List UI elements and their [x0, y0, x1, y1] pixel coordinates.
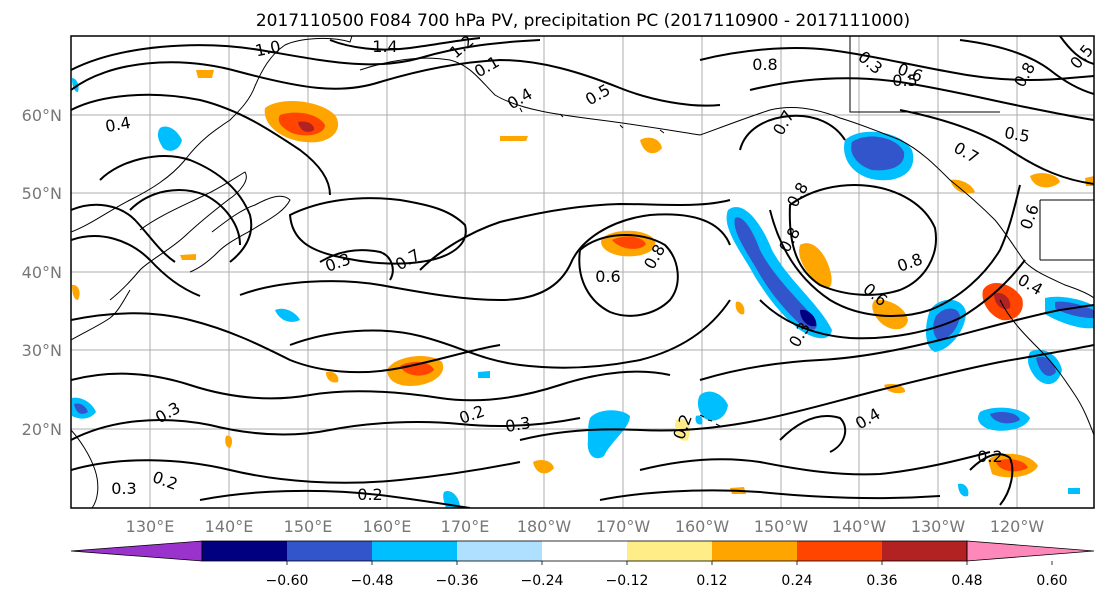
colorbar-tick-label: −0.12: [606, 573, 649, 589]
precip-negative-area: [587, 410, 630, 459]
contour-label: 1.4: [372, 37, 397, 56]
contour-label: 0.2: [977, 447, 1002, 466]
colorbar-tick-label: −0.24: [521, 573, 564, 589]
contour-label: 0.5: [892, 71, 917, 90]
japan-coastline: [189, 195, 291, 273]
map-panel: 1.0 1.4 1.20.10.4 0.50.80.70.3 0.6 0.80.50.50…: [22, 31, 1097, 536]
longitude-label: 140°E: [205, 517, 254, 536]
longitude-label: 130°E: [126, 517, 175, 536]
asia-coastline: [71, 36, 353, 233]
colorbar-segment: [882, 541, 967, 561]
contour-label: 0.3: [504, 413, 532, 436]
pv-contours: [71, 36, 1094, 508]
colorbar-tick-label: −0.36: [436, 573, 479, 589]
aleutian-islands: [359, 57, 701, 136]
colorbar-tick-label: 0.24: [781, 573, 812, 589]
colorbar-tick-label: −0.48: [351, 573, 394, 589]
contour-label: 0.2: [357, 485, 382, 504]
longitude-label: 150°E: [284, 517, 333, 536]
colorbar-segment: [712, 541, 797, 561]
colorbar-tick-label: −0.60: [266, 573, 309, 589]
colorbar-segment: [372, 541, 457, 561]
longitude-labels: 130°E 140°E 150°E 160°E 170°E 180°W 170°W 160°W…: [126, 517, 1045, 536]
alaska-coastline: [699, 107, 1094, 299]
longitude-label: 130°W: [911, 517, 966, 536]
colorbar-segment: [457, 541, 542, 561]
precip-positive-area: [799, 243, 832, 289]
colorbar-tick-label: 0.36: [866, 573, 897, 589]
map-frame: [70, 35, 1095, 509]
latitude-label: 20°N: [22, 420, 62, 439]
coastlines: [71, 36, 1094, 508]
longitude-label: 140°W: [832, 517, 887, 536]
latitude-label: 60°N: [22, 106, 62, 125]
longitude-label: 170°E: [441, 517, 490, 536]
colorbar-extend-high: [966, 540, 1095, 562]
precip-shading: [72, 70, 1094, 508]
latitude-label: 50°N: [22, 184, 62, 203]
longitude-label: 180°W: [517, 517, 572, 536]
colorbar-segment: [287, 541, 372, 561]
figure-title: 2017110500 F084 700 hPa PV, precipitatio…: [256, 11, 910, 31]
contour-label: 1.0: [253, 37, 282, 61]
longitude-label: 160°W: [675, 517, 730, 536]
colorbar-segment: [542, 541, 627, 561]
contour-label: 0.5: [1003, 123, 1031, 146]
colorbar-segment: [627, 541, 712, 561]
colorbar-tick-label: 0.12: [696, 573, 727, 589]
contour-label: 0.8: [752, 55, 777, 74]
colorbar-segment: [797, 541, 882, 561]
precip-positive-area: [872, 299, 908, 330]
colorbar-tick-label: 0.60: [1036, 573, 1067, 589]
contour-label: 0.3: [111, 479, 136, 498]
longitude-label: 150°W: [754, 517, 809, 536]
contour-label: 0.6: [595, 267, 620, 286]
colorbar-segment: [202, 541, 287, 561]
latitude-label: 40°N: [22, 263, 62, 282]
contour-label: 0.4: [104, 113, 132, 136]
colorbar-tick-label: 0.48: [951, 573, 982, 589]
longitude-label: 170°W: [596, 517, 651, 536]
north-america-coastline: [999, 299, 1094, 436]
longitude-label: 160°E: [363, 517, 412, 536]
precip-negative-area: [697, 391, 728, 421]
colorbar-extend-low: [70, 540, 203, 562]
colorbar: −0.60 −0.48 −0.36 −0.24 −0.12 0.12 0.24 0.36 0.4…: [70, 540, 1095, 589]
latitude-label: 30°N: [22, 341, 62, 360]
latitude-labels: 60°N 50°N 40°N 30°N 20°N: [22, 106, 62, 439]
longitude-label: 120°W: [990, 517, 1045, 536]
